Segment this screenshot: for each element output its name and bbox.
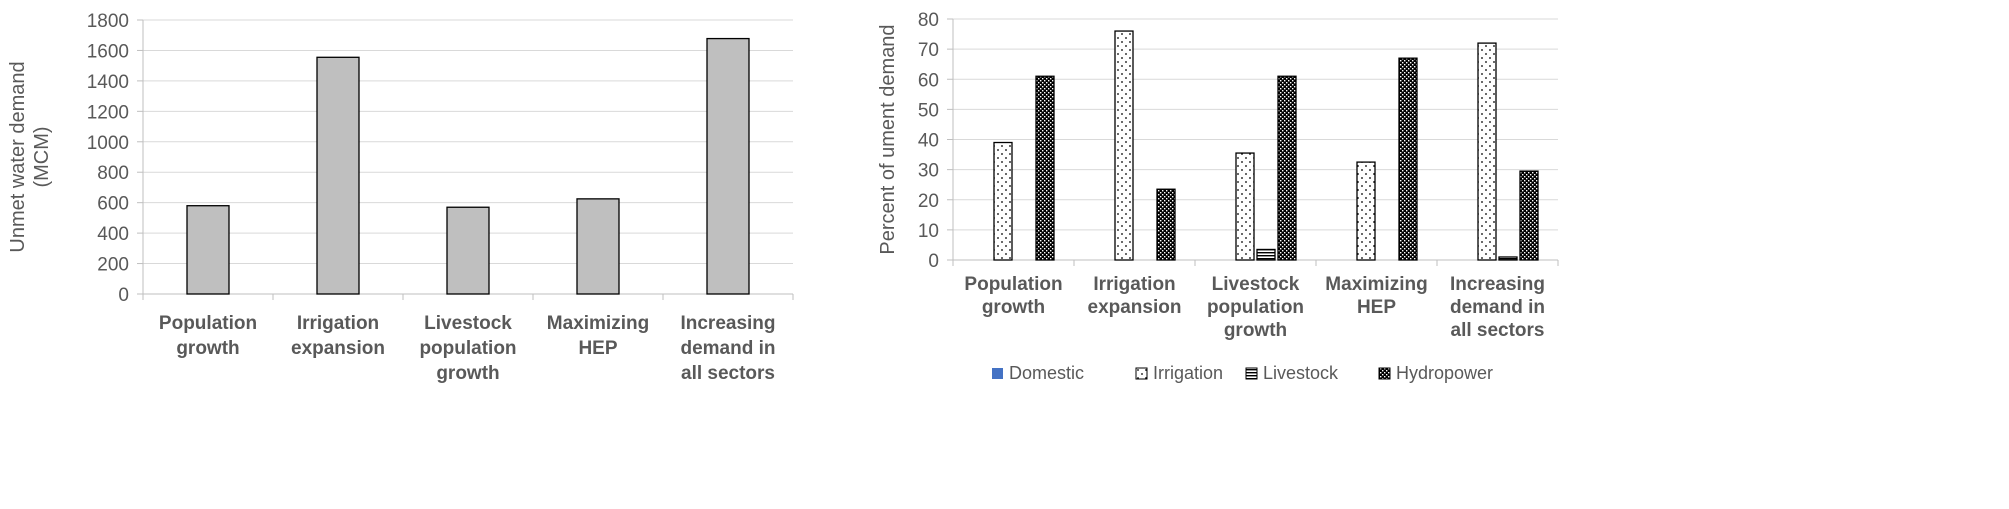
x-category-label: HEP — [578, 338, 617, 359]
bar — [706, 37, 750, 295]
y-tick-label: 0 — [118, 285, 129, 306]
x-category-label: all sectors — [681, 363, 775, 384]
legend-label-domestic: Domestic — [1009, 363, 1084, 383]
legend-swatch-domestic — [992, 368, 1003, 379]
legend-swatch-livestock — [1245, 367, 1258, 380]
y-tick-label: 400 — [97, 224, 129, 245]
bar-hydropower — [1277, 75, 1297, 261]
x-category-label: Maximizing — [547, 313, 649, 334]
x-category-label: Population — [964, 274, 1062, 295]
percent-unmet-demand-chart: 01020304050607080PopulationgrowthIrrigat… — [877, 10, 1559, 383]
x-category-label: Irrigation — [1093, 274, 1175, 295]
x-category-label: Maximizing — [1325, 274, 1427, 295]
x-category-label: expansion — [1088, 297, 1182, 318]
y-tick-label: 20 — [918, 191, 939, 212]
y-tick-label: 0 — [928, 251, 939, 272]
x-category-label: population — [1207, 297, 1304, 318]
x-category-label: expansion — [291, 338, 385, 359]
bar-livestock — [1498, 256, 1518, 261]
unmet-demand-chart: 0 200 400 600 800 1000 1200 1400 1600 1800 Populat… — [7, 11, 794, 384]
bar-irrigation — [1356, 161, 1376, 261]
x-category-label: Livestock — [424, 313, 512, 334]
y-axis-title: Unmet water demand — [7, 61, 29, 252]
bar-hydropower — [1519, 170, 1539, 261]
legend-label-hydropower: Hydropower — [1396, 363, 1493, 383]
bar-irrigation — [993, 141, 1013, 261]
legend-swatch-irrigation — [1135, 367, 1148, 380]
x-category-label: Population — [159, 313, 257, 334]
x-category-label: Livestock — [1212, 274, 1300, 295]
y-tick-label: 200 — [97, 255, 129, 276]
x-category-label: HEP — [1357, 297, 1396, 318]
bar-irrigation — [1235, 152, 1255, 261]
x-category-label: growth — [1224, 320, 1287, 341]
x-category-label: Increasing — [680, 313, 775, 334]
y-tick-label: 600 — [97, 194, 129, 215]
y-tick-label: 1600 — [87, 41, 129, 62]
bar — [576, 198, 620, 295]
y-tick-label: 800 — [97, 163, 129, 184]
bar-hydropower — [1398, 57, 1418, 261]
y-tick-label: 1200 — [87, 102, 129, 123]
y-axis-title: (MCM) — [31, 126, 53, 187]
legend-label-irrigation: Irrigation — [1153, 363, 1223, 383]
y-tick-label: 80 — [918, 10, 939, 31]
y-tick-label: 1400 — [87, 72, 129, 93]
x-category-label: demand in — [680, 338, 775, 359]
legend-swatch-hydropower — [1378, 367, 1391, 380]
y-tick-label: 40 — [918, 131, 939, 152]
y-tick-label: 1000 — [87, 133, 129, 154]
bar-irrigation — [1477, 42, 1497, 261]
y-tick-label: 50 — [918, 100, 939, 121]
legend-label-livestock: Livestock — [1263, 363, 1339, 383]
y-tick-label: 10 — [918, 221, 939, 242]
x-category-label: population — [419, 338, 516, 359]
bar-hydropower — [1035, 75, 1055, 261]
x-category-label: Increasing — [1450, 274, 1545, 295]
bar-irrigation — [1114, 30, 1134, 261]
y-axis-title: Percent of ument demand — [877, 24, 899, 254]
x-category-label: demand in — [1450, 297, 1545, 318]
x-category-label: growth — [436, 363, 499, 384]
bar — [446, 206, 490, 295]
x-category-label: all sectors — [1451, 320, 1545, 341]
x-category-label: growth — [982, 297, 1045, 318]
y-tick-label: 1800 — [87, 11, 129, 32]
figure: 020040060080010001200140016001800Populat… — [7, 10, 1559, 384]
y-tick-label: 70 — [918, 40, 939, 61]
bar-hydropower — [1156, 188, 1176, 261]
y-tick-label: 60 — [918, 70, 939, 91]
y-tick-label: 30 — [918, 161, 939, 182]
bar — [186, 205, 230, 295]
x-category-label: Irrigation — [297, 313, 379, 334]
bar — [316, 56, 360, 295]
x-category-label: growth — [176, 338, 239, 359]
bar-livestock — [1256, 248, 1276, 261]
